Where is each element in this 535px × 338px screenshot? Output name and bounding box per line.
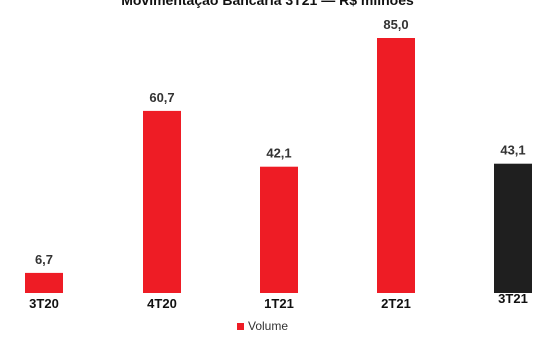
x-tick-label-4t20: 4T20 — [147, 296, 177, 311]
chart-title: Movimentação Bancária 3T21 — R$ milhões — [121, 0, 414, 8]
data-label-1t21: 42,1 — [266, 146, 291, 161]
legend-label: Volume — [248, 319, 289, 333]
data-label-3t21: 43,1 — [500, 143, 525, 158]
x-tick-label-1t21: 1T21 — [264, 296, 294, 311]
legend: Volume — [237, 319, 288, 333]
x-tick-label-2t21: 2T21 — [381, 296, 411, 311]
bar-1t21 — [260, 166, 298, 293]
legend-swatch — [237, 322, 244, 330]
bar-3t20 — [25, 272, 63, 293]
bar-4t20 — [143, 110, 181, 294]
data-label-4t20: 60,7 — [149, 90, 174, 105]
data-label-3t20: 6,7 — [35, 252, 53, 267]
x-tick-label-3t20: 3T20 — [29, 296, 59, 311]
data-label-2t21: 85,0 — [383, 17, 408, 32]
bar-2t21 — [377, 38, 415, 293]
x-tick-label-3t21: 3T21 — [498, 291, 528, 306]
bar-3t21 — [494, 163, 532, 293]
